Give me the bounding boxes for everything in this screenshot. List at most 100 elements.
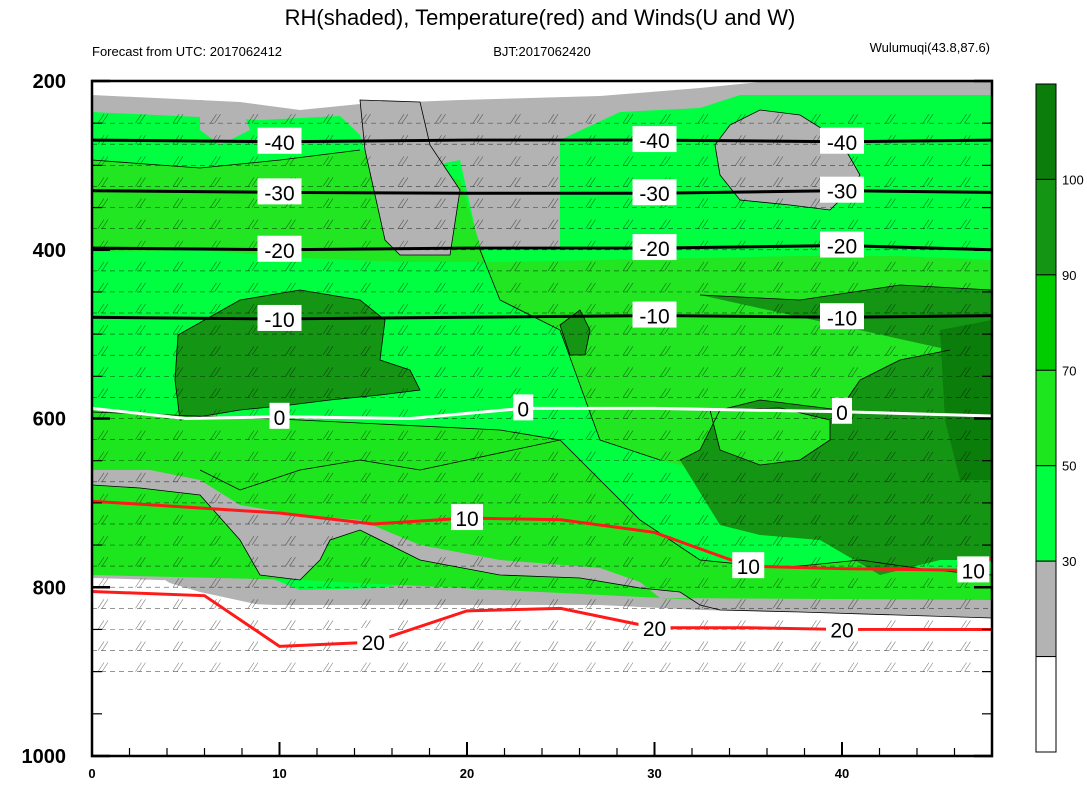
wind-barb: [960, 641, 971, 651]
wind-barb: [210, 303, 221, 314]
wind-barb: [622, 599, 634, 609]
wind-barb: [810, 388, 821, 398]
wind-barb: [435, 346, 446, 356]
wind-barb: [397, 472, 409, 482]
wind-barb: [847, 388, 859, 398]
wind-barb: [285, 514, 296, 525]
wind-barb: [510, 535, 521, 546]
temp-contour-label-bg: [257, 178, 302, 205]
wind-barb: [247, 114, 259, 124]
wind-barb: [810, 472, 821, 482]
wind-barb: [547, 556, 559, 567]
wind-barb: [960, 303, 971, 314]
wind-barb: [847, 114, 859, 124]
wind-barb: [210, 177, 221, 187]
wind-barb: [697, 578, 709, 588]
wind-barb: [472, 578, 484, 588]
wind-barb: [772, 388, 784, 398]
wind-barb: [135, 514, 146, 525]
temp-contour-label: -40: [264, 132, 294, 155]
wind-barb: [735, 535, 746, 546]
wind-barb: [772, 641, 784, 651]
wind-barb: [510, 662, 521, 672]
wind-barb: [622, 219, 634, 229]
temp-contour-label-bg: [820, 231, 864, 258]
wind-barb: [622, 303, 634, 314]
wind-barb: [322, 535, 334, 546]
wind-barb: [660, 156, 671, 166]
wind-barb: [285, 261, 296, 272]
wind-barb: [960, 493, 971, 504]
wind-barb: [922, 261, 934, 272]
wind-barb: [135, 493, 146, 504]
wind-barb: [697, 409, 709, 419]
wind-barb: [547, 472, 559, 482]
wind-barb: [285, 535, 296, 546]
wind-barb: [660, 662, 671, 672]
temp-contour-label: -30: [264, 182, 294, 205]
wind-barb: [247, 346, 259, 356]
temp-contour-line: [92, 314, 992, 321]
wind-barb: [585, 472, 596, 482]
wind-barb: [960, 324, 971, 335]
wind-barb: [697, 346, 709, 356]
wind-barb: [998, 156, 1008, 165]
wind-barb: [998, 473, 1008, 482]
temp-contour-line: [92, 589, 992, 648]
wind-barb: [847, 219, 859, 229]
wind-barb: [547, 451, 559, 461]
wind-barb: [322, 282, 334, 293]
wind-barb: [435, 641, 446, 651]
wind-barb: [472, 472, 484, 482]
wind-barb: [397, 324, 409, 335]
wind-barb: [960, 472, 971, 482]
wind-barb: [697, 535, 709, 546]
temp-contour-line: [92, 406, 992, 421]
wind-barb: [322, 620, 334, 630]
wind-barb: [585, 620, 596, 630]
wind-barb: [360, 620, 371, 630]
wind-barb: [360, 556, 371, 567]
wind-barb: [472, 430, 484, 440]
wind-barb: [247, 303, 259, 314]
wind-barb: [810, 641, 821, 651]
wind-barb: [472, 493, 484, 504]
wind-barb: [135, 324, 146, 335]
wind-barb: [435, 198, 446, 208]
rh-region-dark-4: [940, 320, 992, 480]
temp-contour-label: 10: [737, 556, 760, 579]
wind-barb: [135, 303, 146, 314]
temp-contour-label-bg: [357, 628, 390, 655]
wind-barb: [885, 430, 896, 440]
wind-barb: [960, 514, 971, 525]
wind-barb: [172, 620, 184, 630]
wind-barb: [172, 156, 184, 166]
temp-contour-label-bg: [832, 397, 852, 424]
wind-barb: [472, 282, 484, 293]
wind-barb: [210, 346, 221, 356]
wind-barb: [885, 324, 896, 335]
wind-barb: [998, 663, 1008, 672]
wind-barb: [172, 662, 184, 672]
wind-barb: [660, 282, 671, 293]
wind-barb: [960, 177, 971, 187]
wind-barb: [922, 303, 934, 314]
wind-barb: [247, 261, 259, 272]
wind-barb: [210, 493, 221, 504]
wind-barb: [510, 303, 521, 314]
wind-barb: [922, 198, 934, 208]
wind-barb: [97, 556, 109, 567]
wind-barb: [810, 198, 821, 208]
temp-contour-label-bg: [451, 504, 483, 531]
wind-barb: [172, 282, 184, 293]
wind-barb: [360, 662, 371, 672]
colorbar-tick-label: 90: [1062, 268, 1076, 283]
wind-barb: [922, 346, 934, 356]
wind-barb: [660, 367, 671, 377]
wind-barb: [697, 282, 709, 293]
colorbar-swatch: [1035, 560, 1057, 658]
wind-barb: [735, 578, 746, 588]
wind-barb: [472, 114, 484, 124]
wind-barb: [210, 388, 221, 398]
wind-barb: [322, 472, 334, 482]
